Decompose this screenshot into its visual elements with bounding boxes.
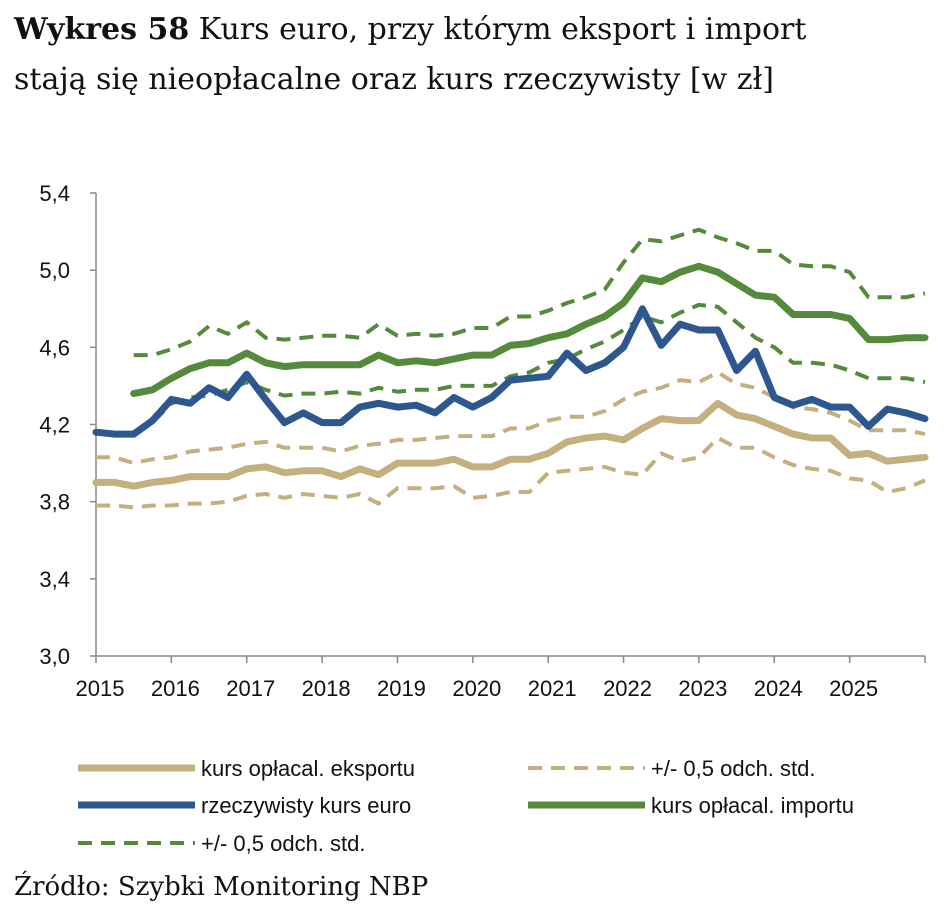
chart-title-line2: stają się nieopłacalne oraz kurs rzeczyw…	[14, 62, 775, 97]
y-tick-label: 4,2	[39, 413, 70, 438]
x-tick-label: 2019	[377, 676, 426, 701]
chart-title-line1: Wykres 58 Kurs euro, przy którym eksport…	[14, 12, 806, 47]
series-line-5	[133, 227, 926, 358]
x-tick-label: 2018	[302, 676, 351, 701]
y-tick-label: 3,4	[39, 567, 70, 592]
legend-label-2: rzeczywisty kurs euro	[201, 793, 411, 818]
x-tick-label: 2022	[603, 676, 652, 701]
x-tick-label: 2016	[151, 676, 200, 701]
legend-label-3: kurs opłacal. importu	[651, 793, 854, 818]
y-tick-label: 4,6	[39, 335, 70, 360]
legend-label-0: kurs opłacal. eksportu	[201, 756, 415, 781]
y-tick-label: 5,4	[39, 181, 70, 206]
x-tick-label: 2023	[678, 676, 727, 701]
y-tick-label: 5,0	[39, 258, 70, 283]
x-tick-label: 2021	[528, 676, 577, 701]
axes: 3,0 3,4 3,8 4,2 4,6 5,0 5,4 2015 2016 2017 2018 201…	[39, 181, 926, 701]
series-line-1	[96, 370, 926, 466]
legend-label-4: +/- 0,5 odch. std.	[201, 831, 365, 856]
x-tick-label: 2024	[754, 676, 803, 701]
x-tick-label: 2025	[829, 676, 878, 701]
series-lines	[92, 227, 929, 510]
x-tick-label: 2020	[452, 676, 501, 701]
title-text: Kurs euro, przy którym eksport i import	[189, 12, 807, 47]
series-line-0	[92, 399, 929, 490]
series-line-3	[92, 305, 929, 438]
series-line-6	[132, 302, 926, 434]
x-tick-label: 2015	[76, 676, 125, 701]
source-note: Źródło: Szybki Monitoring NBP	[14, 872, 429, 902]
y-tick-label: 3,0	[39, 644, 70, 669]
legend: kurs opłacal. eksportu +/- 0,5 odch. std.…	[78, 756, 854, 856]
series-line-4	[130, 262, 929, 398]
figure-number: Wykres 58	[14, 12, 190, 47]
y-tick-label: 3,8	[39, 490, 70, 515]
series-line-2	[96, 436, 926, 510]
legend-label-1: +/- 0,5 odch. std.	[651, 756, 815, 781]
x-tick-label: 2017	[226, 676, 275, 701]
